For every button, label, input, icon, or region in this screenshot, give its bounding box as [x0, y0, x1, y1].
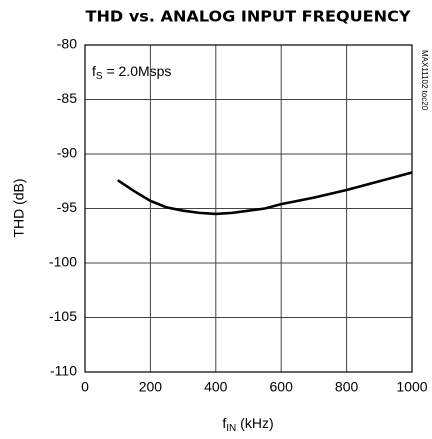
x-tick-label: 400 [204, 379, 228, 395]
x-label-rest: (kHz) [236, 415, 273, 431]
annotation-rest: = 2.0Msps [103, 63, 172, 79]
y-tick-label: -100 [49, 254, 77, 270]
y-tick-label: -110 [50, 363, 77, 379]
annotation-main: f [92, 63, 96, 79]
y-tick-label: -105 [49, 308, 77, 324]
x-tick-label: 800 [335, 379, 359, 395]
x-label-main: f [222, 415, 226, 431]
data-line [116, 171, 413, 216]
x-label-sub: IN [226, 423, 236, 434]
y-tick-label: -80 [57, 36, 77, 52]
x-tick-label: 1000 [396, 379, 427, 395]
chart-title: THD vs. ANALOG INPUT FREQUENCY [86, 8, 411, 26]
x-tick-label: 0 [81, 379, 89, 395]
y-tick-label: -85 [57, 90, 77, 106]
plot-frame [84, 44, 413, 373]
y-axis-label: THD (dB) [11, 178, 27, 237]
x-tick-label: 600 [270, 379, 294, 395]
x-axis-label: fIN (kHz) [222, 415, 273, 434]
annotation: fS = 2.0Msps [92, 63, 171, 82]
y-tick-label: -90 [57, 145, 77, 161]
side-note: MAX11102 toc20 [420, 50, 429, 111]
annotation-sub: S [96, 71, 103, 82]
x-tick-label: 200 [139, 379, 163, 395]
y-tick-label: -95 [57, 199, 77, 215]
